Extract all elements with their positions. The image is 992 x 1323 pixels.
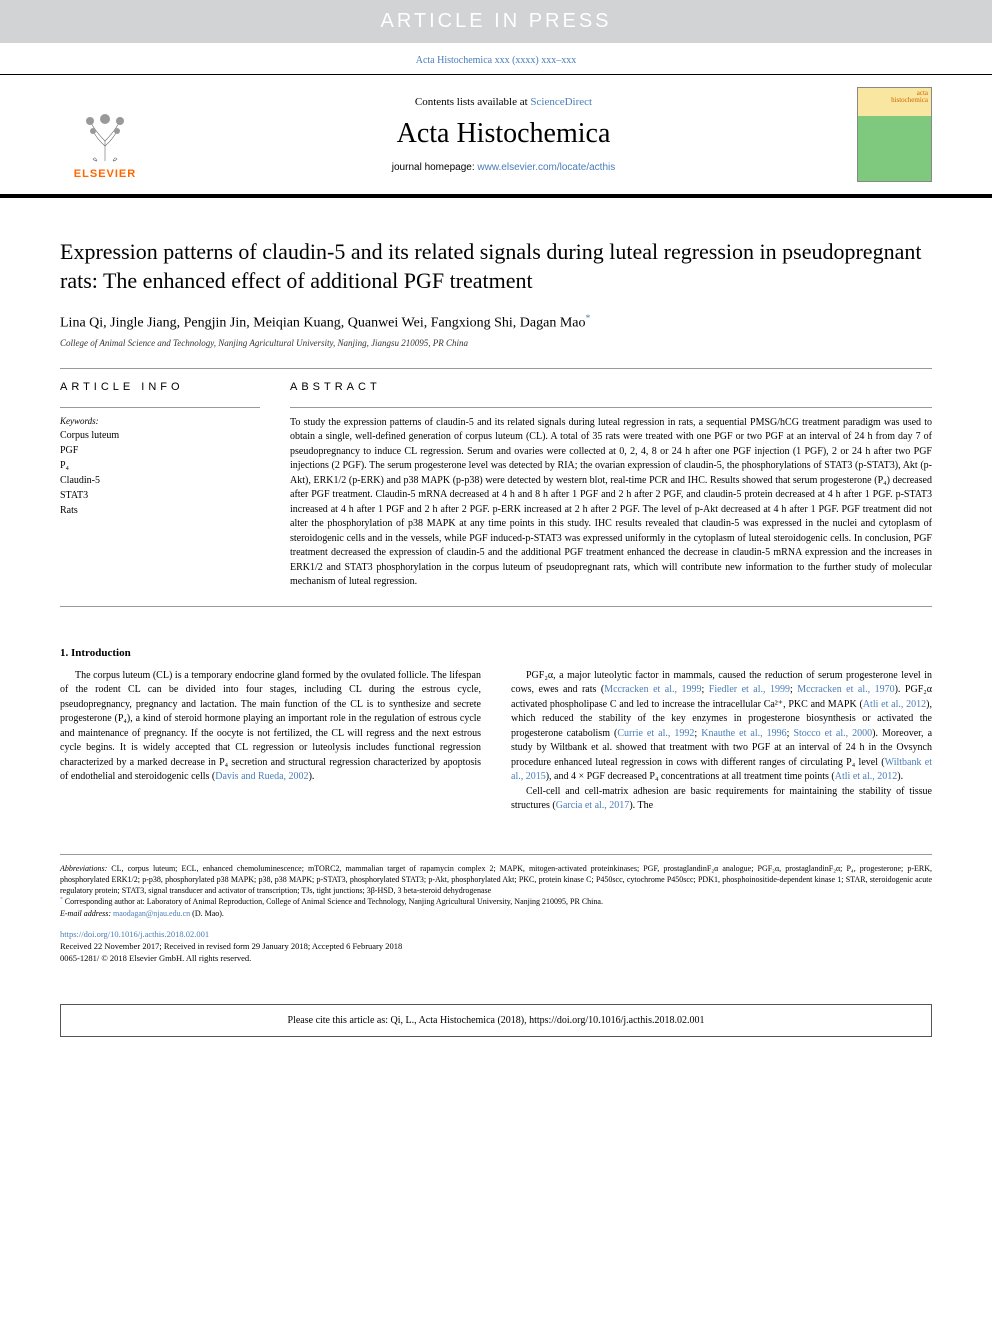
article-info-column: ARTICLE INFO Keywords: Corpus luteum PGF…	[60, 381, 260, 590]
citation-link[interactable]: Mccracken et al., 1999	[604, 684, 701, 695]
citation-link[interactable]: Garcia et al., 2017	[556, 800, 630, 811]
keyword-item: PGF	[60, 443, 260, 458]
article-in-press-banner: ARTICLE IN PRESS	[0, 0, 992, 43]
intro-text: ).	[309, 771, 315, 782]
info-abstract-row: ARTICLE INFO Keywords: Corpus luteum PGF…	[60, 381, 932, 590]
contents-available-line: Contents lists available at ScienceDirec…	[150, 96, 857, 108]
intro-text: ). The	[629, 800, 653, 811]
footnotes: Abbreviations: CL, corpus luteum; ECL, e…	[60, 854, 932, 919]
journal-masthead: ELSEVIER Contents lists available at Sci…	[0, 74, 992, 198]
intro-col-right: PGF₂α, a major luteolytic factor in mamm…	[511, 669, 932, 814]
abstract-text: To study the expression patterns of clau…	[290, 416, 932, 590]
abbrev-label: Abbreviations:	[60, 864, 107, 873]
masthead-center: Contents lists available at ScienceDirec…	[150, 96, 857, 173]
keyword-item: Claudin-5	[60, 473, 260, 488]
keywords-list: Corpus luteum PGF P₄ Claudin-5 STAT3 Rat…	[60, 428, 260, 518]
introduction-columns: The corpus luteum (CL) is a temporary en…	[60, 669, 932, 814]
citation-link[interactable]: Davis and Rueda, 2002	[215, 771, 308, 782]
citation-link[interactable]: Mccracken et al., 1970	[797, 684, 894, 695]
intro-paragraph: PGF₂α, a major luteolytic factor in mamm…	[511, 669, 932, 785]
copyright-line: 0065-1281/ © 2018 Elsevier GmbH. All rig…	[60, 953, 932, 965]
journal-homepage-link[interactable]: www.elsevier.com/locate/acthis	[477, 162, 615, 173]
homepage-prefix: journal homepage:	[392, 162, 478, 173]
abbreviations-line: Abbreviations: CL, corpus luteum; ECL, e…	[60, 863, 932, 897]
doi-block: https://doi.org/10.1016/j.acthis.2018.02…	[60, 929, 932, 965]
keyword-item: P₄	[60, 458, 260, 473]
introduction-heading: 1. Introduction	[60, 647, 932, 659]
email-suffix: (D. Mao).	[190, 909, 224, 918]
divider-bottom	[60, 606, 932, 607]
citation-link[interactable]: Atli et al., 2012	[835, 771, 898, 782]
email-line: E-mail address: maodagan@njau.edu.cn (D.…	[60, 908, 932, 919]
publisher-logo: ELSEVIER	[60, 90, 150, 180]
email-label: E-mail address:	[60, 909, 111, 918]
article-info-heading: ARTICLE INFO	[60, 381, 260, 393]
corr-text: Corresponding author at: Laboratory of A…	[63, 897, 603, 906]
citation-box: Please cite this article as: Qi, L., Act…	[60, 1004, 932, 1037]
abstract-column: ABSTRACT To study the expression pattern…	[290, 381, 932, 590]
cover-title: acta histochemica	[891, 90, 928, 104]
intro-paragraph: The corpus luteum (CL) is a temporary en…	[60, 669, 481, 785]
abbrev-text: CL, corpus luteum; ECL, enhanced chemolu…	[60, 864, 932, 895]
journal-title: Acta Histochemica	[150, 118, 857, 150]
citation-link[interactable]: Currie et al., 1992	[617, 728, 694, 739]
divider-top	[60, 368, 932, 369]
affiliation: College of Animal Science and Technology…	[60, 338, 932, 348]
keywords-label: Keywords:	[60, 416, 260, 426]
intro-text: ).	[897, 771, 903, 782]
doi-link[interactable]: https://doi.org/10.1016/j.acthis.2018.02…	[60, 929, 932, 941]
keyword-item: Corpus luteum	[60, 428, 260, 443]
introduction-section: 1. Introduction The corpus luteum (CL) i…	[60, 647, 932, 814]
citation-link[interactable]: Stocco et al., 2000	[793, 728, 872, 739]
citation-link[interactable]: Knauthe et al., 1996	[701, 728, 786, 739]
contents-prefix: Contents lists available at	[415, 96, 530, 108]
keyword-item: STAT3	[60, 488, 260, 503]
running-header: Acta Histochemica xxx (xxxx) xxx–xxx	[0, 43, 992, 74]
author-list: Lina Qi, Jingle Jiang, Pengjin Jin, Meiq…	[60, 313, 932, 332]
cover-line2: histochemica	[891, 96, 928, 104]
email-link[interactable]: maodagan@njau.edu.cn	[113, 909, 190, 918]
intro-text: ;	[702, 684, 709, 695]
keyword-item: Rats	[60, 503, 260, 518]
intro-col-left: The corpus luteum (CL) is a temporary en…	[60, 669, 481, 814]
abstract-divider	[290, 407, 932, 408]
citation-link[interactable]: Fiedler et al., 1999	[709, 684, 790, 695]
article-history: Received 22 November 2017; Received in r…	[60, 941, 932, 953]
citation-link[interactable]: Atli et al., 2012	[863, 699, 926, 710]
corresponding-author-line: * Corresponding author at: Laboratory of…	[60, 896, 932, 907]
homepage-line: journal homepage: www.elsevier.com/locat…	[150, 162, 857, 173]
publisher-name: ELSEVIER	[74, 168, 136, 180]
corresponding-marker: *	[586, 313, 591, 324]
info-divider	[60, 407, 260, 408]
elsevier-tree-icon	[75, 111, 135, 166]
intro-paragraph: Cell-cell and cell-matrix adhesion are b…	[511, 785, 932, 814]
article-title: Expression patterns of claudin-5 and its…	[60, 238, 932, 295]
authors-text: Lina Qi, Jingle Jiang, Pengjin Jin, Meiq…	[60, 316, 586, 331]
abstract-heading: ABSTRACT	[290, 381, 932, 393]
intro-text: The corpus luteum (CL) is a temporary en…	[60, 670, 481, 783]
sciencedirect-link[interactable]: ScienceDirect	[530, 96, 592, 108]
journal-cover-thumbnail: acta histochemica	[857, 87, 932, 182]
article-body: Expression patterns of claudin-5 and its…	[0, 198, 992, 984]
intro-text: ), and 4 × PGF decreased P₄ concentratio…	[546, 771, 835, 782]
